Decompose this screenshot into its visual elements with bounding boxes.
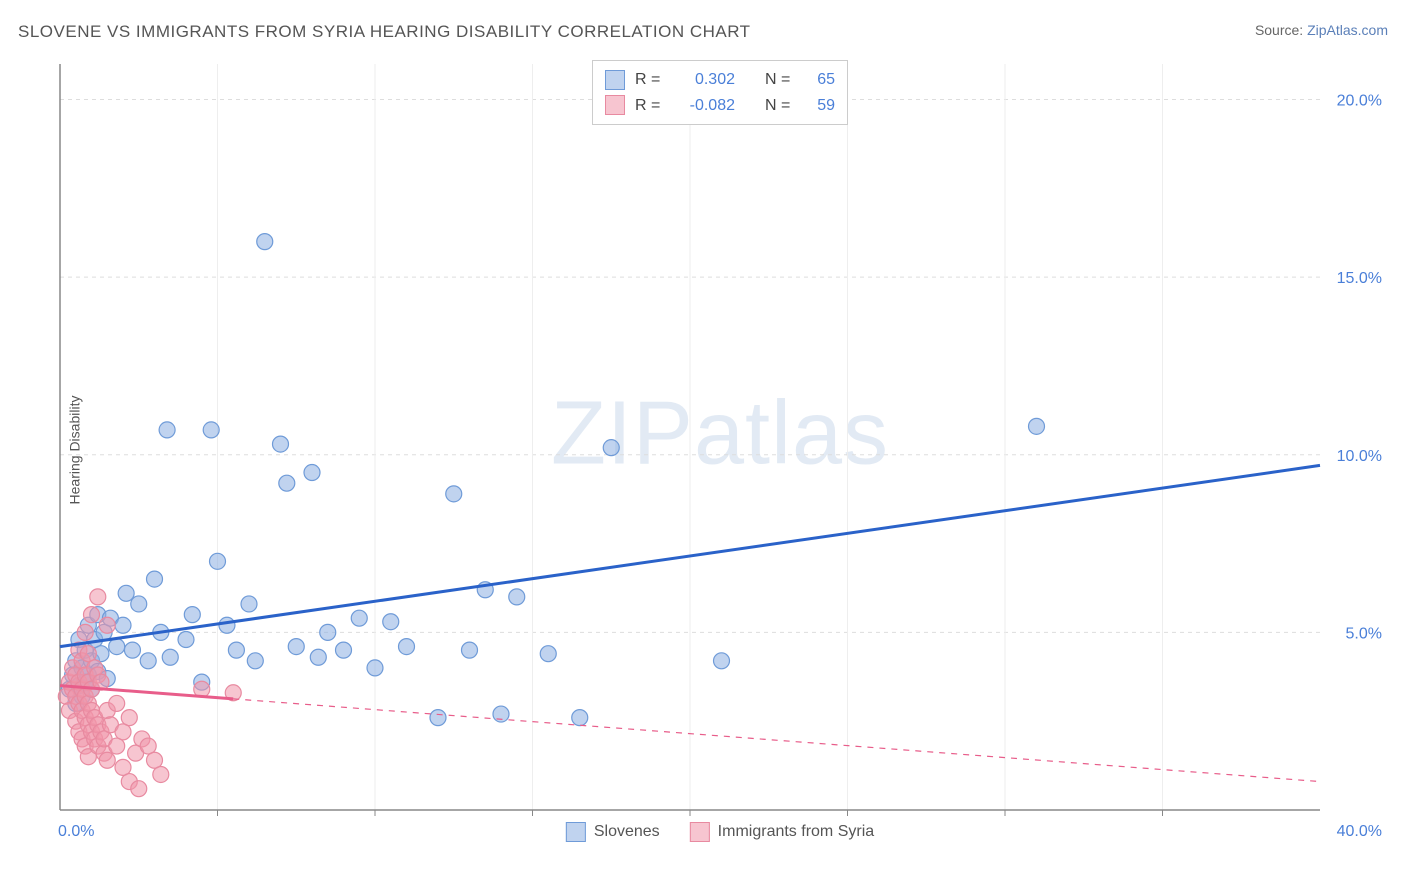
svg-text:15.0%: 15.0% xyxy=(1337,270,1382,287)
legend-item: Slovenes xyxy=(566,822,660,842)
r-value: -0.082 xyxy=(675,93,735,119)
svg-text:10.0%: 10.0% xyxy=(1337,448,1382,465)
legend-swatch xyxy=(605,70,625,90)
svg-text:40.0%: 40.0% xyxy=(1337,823,1382,840)
scatter-plot: 5.0% 10.0% 15.0% 20.0% 0.0% 40.0% xyxy=(50,60,1390,840)
legend-label: Slovenes xyxy=(594,823,660,841)
svg-text:5.0%: 5.0% xyxy=(1346,625,1382,642)
n-label: N = xyxy=(765,67,795,93)
chart-header: SLOVENE VS IMMIGRANTS FROM SYRIA HEARING… xyxy=(18,22,1388,52)
chart-area: Hearing Disability ZIPatlas 5.0%10.0%15.… xyxy=(50,60,1390,840)
source-attribution: Source: ZipAtlas.com xyxy=(1255,22,1388,38)
legend-swatch xyxy=(605,95,625,115)
svg-text:0.0%: 0.0% xyxy=(58,823,94,840)
n-value: 59 xyxy=(805,93,835,119)
legend-row: R = -0.082 N = 59 xyxy=(605,93,835,119)
series-legend: Slovenes Immigrants from Syria xyxy=(566,822,874,842)
legend-swatch xyxy=(566,822,586,842)
source-link[interactable]: ZipAtlas.com xyxy=(1307,22,1388,38)
legend-swatch xyxy=(690,822,710,842)
correlation-legend: R = 0.302 N = 65 R = -0.082 N = 59 xyxy=(592,60,848,125)
r-value: 0.302 xyxy=(675,67,735,93)
legend-item: Immigrants from Syria xyxy=(690,822,874,842)
n-label: N = xyxy=(765,93,795,119)
legend-row: R = 0.302 N = 65 xyxy=(605,67,835,93)
chart-title: SLOVENE VS IMMIGRANTS FROM SYRIA HEARING… xyxy=(18,22,751,41)
r-label: R = xyxy=(635,67,665,93)
r-label: R = xyxy=(635,93,665,119)
n-value: 65 xyxy=(805,67,835,93)
source-label: Source: xyxy=(1255,22,1307,38)
svg-text:20.0%: 20.0% xyxy=(1337,93,1382,110)
legend-label: Immigrants from Syria xyxy=(718,823,874,841)
